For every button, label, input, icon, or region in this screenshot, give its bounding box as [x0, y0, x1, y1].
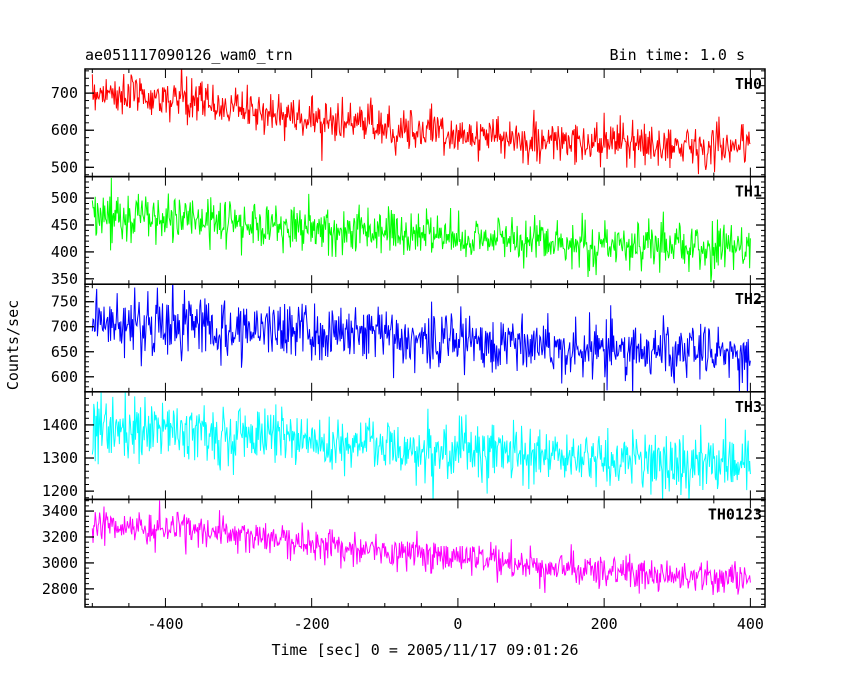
y-tick-label: 700	[51, 84, 78, 102]
y-tick-label: 3200	[42, 528, 78, 546]
panel-label-th3: TH3	[735, 398, 762, 416]
y-tick-label: 750	[51, 293, 78, 311]
y-tick-label: 650	[51, 343, 78, 361]
y-tick-label: 700	[51, 318, 78, 336]
y-tick-label: 350	[51, 270, 78, 288]
y-tick-label: 600	[51, 368, 78, 386]
y-tick-label: 1400	[42, 416, 78, 434]
series-line-th2	[91, 284, 751, 392]
x-axis-label: Time [sec] 0 = 2005/11/17 09:01:26	[271, 641, 578, 659]
y-tick-label: 3000	[42, 554, 78, 572]
series-line-th1	[91, 177, 751, 283]
panel-label-th0: TH0	[735, 75, 762, 93]
panel-th2: 600 650 700 750 TH2	[51, 283, 766, 393]
x-tick-label: 200	[591, 615, 618, 633]
panels-group: 500 600 700 TH0 350 400 450 500 TH1 600 650 700 750 T…	[42, 68, 766, 608]
panel-label-th1: TH1	[735, 183, 762, 201]
x-tick-label: -400	[147, 615, 183, 633]
x-tick-label: -200	[294, 615, 330, 633]
panel-th3: 1200 1300 1400 TH3	[42, 391, 766, 501]
panel-label-th2: TH2	[735, 290, 762, 308]
x-tick-label: 400	[737, 615, 764, 633]
series-line-th0	[91, 69, 751, 175]
y-tick-label: 1200	[42, 482, 78, 500]
y-tick-label: 450	[51, 216, 78, 234]
x-tick-labels: -400 -200 0 200 400	[147, 615, 764, 633]
y-axis-label: Counts/sec	[4, 300, 22, 390]
y-tick-label: 3400	[42, 502, 78, 520]
y-tick-label: 600	[51, 121, 78, 139]
panel-th0: 500 600 700 TH0	[51, 68, 766, 178]
panel-frame	[84, 498, 766, 608]
y-tick-label: 500	[51, 158, 78, 176]
series-line-th3	[91, 391, 751, 500]
y-tick-label: 2800	[42, 580, 78, 598]
y-tick-label: 1300	[42, 449, 78, 467]
x-tick-label: 0	[453, 615, 462, 633]
bin-time-label: Bin time: 1.0 s	[610, 46, 745, 64]
y-tick-label: 500	[51, 189, 78, 207]
panel-th1: 350 400 450 500 TH1	[51, 175, 766, 288]
chart-title: ae051117090126_wam0_trn	[85, 46, 293, 64]
panel-th0123: 2800 3000 3200 3400 TH0123	[42, 498, 766, 608]
y-tick-label: 400	[51, 243, 78, 261]
panel-label-th0123: TH0123	[708, 505, 762, 523]
series-line-th0123	[91, 500, 751, 595]
